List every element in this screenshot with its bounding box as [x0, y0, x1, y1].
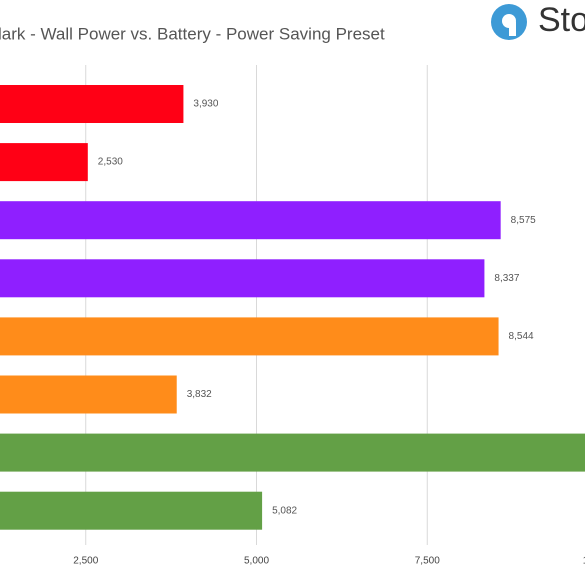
- bar: [0, 317, 499, 356]
- value-label: 8,575: [511, 215, 536, 226]
- value-label: 5,082: [272, 505, 297, 516]
- value-label: 3,930: [193, 99, 218, 110]
- logo-icon-tail: [509, 22, 516, 36]
- logo-text: Sto: [538, 1, 585, 39]
- bar: [0, 491, 263, 530]
- chart-title: lark - Wall Power vs. Battery - Power Sa…: [0, 24, 385, 43]
- value-label: 8,337: [494, 273, 519, 284]
- bar: [0, 143, 88, 182]
- value-label: 3,832: [187, 389, 212, 400]
- bar: [0, 433, 585, 472]
- bar: [0, 201, 501, 240]
- x-tick-label: 2,500: [73, 556, 98, 567]
- value-label: 8,544: [509, 331, 534, 342]
- x-tick-label: 10,000: [583, 556, 585, 567]
- bar: [0, 375, 177, 414]
- bar: [0, 85, 184, 123]
- value-label: 2,530: [98, 157, 123, 168]
- x-tick-label: 7,500: [415, 556, 440, 567]
- bar: [0, 259, 485, 298]
- x-tick-label: 5,000: [244, 556, 269, 567]
